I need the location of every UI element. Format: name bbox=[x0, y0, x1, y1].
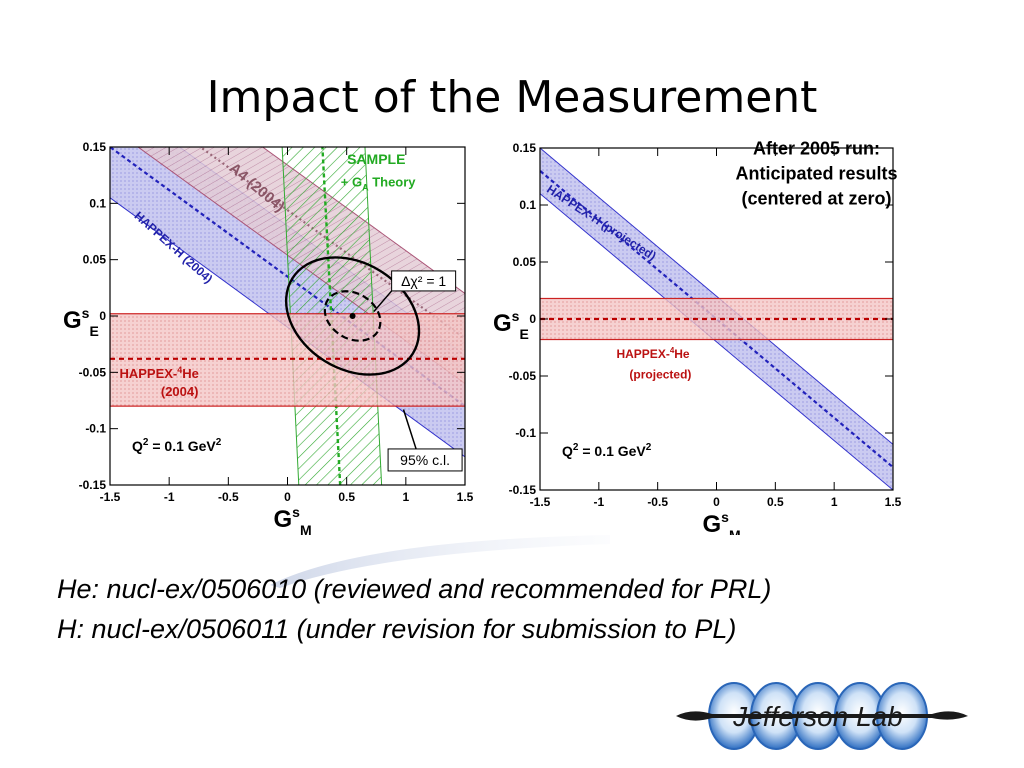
cl-label: 95% c.l. bbox=[400, 452, 450, 468]
y-tick-label: 0.05 bbox=[513, 255, 537, 269]
y-tick-label: 0 bbox=[529, 312, 536, 326]
happex-he-projected-year: (projected) bbox=[629, 367, 691, 381]
x-tick-label: -1 bbox=[593, 495, 604, 509]
citation-he: He: nucl-ex/0506010 (reviewed and recomm… bbox=[57, 574, 772, 604]
x-tick-label: 0 bbox=[284, 490, 291, 504]
decorative-swoosh bbox=[270, 535, 610, 588]
x-tick-label: -1.5 bbox=[100, 490, 121, 504]
y-tick-label: -0.1 bbox=[515, 426, 536, 440]
contour-delta-chi2 bbox=[323, 290, 382, 342]
series-happex-4he-projected bbox=[540, 297, 893, 341]
y-tick-label: 0.15 bbox=[513, 141, 537, 155]
series-happex-4he-2004 bbox=[110, 313, 465, 407]
x-tick-label: -1.5 bbox=[530, 495, 551, 509]
y-tick-label: 0.15 bbox=[83, 140, 107, 154]
band-center-line bbox=[110, 147, 465, 408]
cl-arrow bbox=[402, 409, 417, 450]
slide-title: Impact of the Measurement bbox=[206, 72, 818, 123]
delta-chi2-arrow bbox=[373, 290, 393, 312]
happex-he-year-label: (2004) bbox=[161, 384, 199, 399]
x-tick-label: -0.5 bbox=[218, 490, 239, 504]
x-tick-label: 1 bbox=[831, 495, 838, 509]
q2-label: Q2 = 0.1 GeV2 bbox=[562, 442, 652, 459]
after-run-line-3: (centered at zero) bbox=[741, 189, 891, 209]
band-area bbox=[110, 313, 465, 407]
delta-chi2-box bbox=[391, 270, 457, 292]
after-run-line-2: Anticipated results bbox=[735, 164, 897, 184]
x-tick-label: -1 bbox=[164, 490, 175, 504]
y-tick-label: -0.15 bbox=[79, 478, 107, 492]
y-tick-label: -0.15 bbox=[509, 483, 537, 497]
y-tick-label: -0.05 bbox=[509, 369, 537, 383]
x-tick-label: 1.5 bbox=[457, 490, 474, 504]
cl-box bbox=[387, 448, 463, 472]
happex-he-label: HAPPEX-4He bbox=[119, 365, 198, 381]
best-fit-point bbox=[349, 313, 356, 319]
x-axis-label: GsM bbox=[703, 509, 741, 535]
x-tick-label: 0.5 bbox=[767, 495, 784, 509]
x-axis-label: GsM bbox=[274, 504, 312, 538]
x-tick-label: 1.5 bbox=[885, 495, 902, 509]
citation-h: H: nucl-ex/0506011 (under revision for s… bbox=[57, 614, 737, 644]
y-tick-label: -0.05 bbox=[79, 365, 107, 379]
y-tick-label: 0 bbox=[99, 309, 106, 323]
after-run-line-1: After 2005 run: bbox=[753, 140, 880, 159]
sample-ga-label: + GA Theory bbox=[341, 174, 417, 192]
y-axis-label: GsE bbox=[493, 308, 529, 342]
y-axis-label: GsE bbox=[63, 305, 99, 339]
right-plot: -1.5 -1 -0.5 0 0.5 1 1.5 -0.15 -0.1 -0.05 0 0.05 0.1… bbox=[493, 140, 902, 535]
logo-text: Jefferson Lab bbox=[732, 701, 903, 732]
x-tick-label: 0.5 bbox=[338, 490, 355, 504]
q2-label: Q2 = 0.1 GeV2 bbox=[132, 437, 222, 454]
y-tick-label: 0.1 bbox=[519, 198, 536, 212]
x-tick-label: -0.5 bbox=[647, 495, 668, 509]
sample-label: SAMPLE bbox=[347, 151, 405, 167]
x-tick-label: 1 bbox=[402, 490, 409, 504]
y-tick-label: -0.1 bbox=[85, 422, 106, 436]
delta-chi2-label: Δχ² = 1 bbox=[401, 273, 446, 289]
y-tick-label: 0.05 bbox=[83, 253, 107, 267]
x-tick-label: 0 bbox=[713, 495, 720, 509]
y-tick-label: 0.1 bbox=[89, 196, 106, 210]
left-plot: -1.5 -1 -0.5 0 0.5 1 1.5 -0.15 -0.1 -0.05 0 0.05 0.1… bbox=[63, 140, 474, 538]
jefferson-lab-logo: Jefferson Lab bbox=[676, 682, 968, 750]
contour-95cl bbox=[284, 256, 421, 376]
happex-he-projected-label: HAPPEX-4He bbox=[616, 346, 689, 361]
